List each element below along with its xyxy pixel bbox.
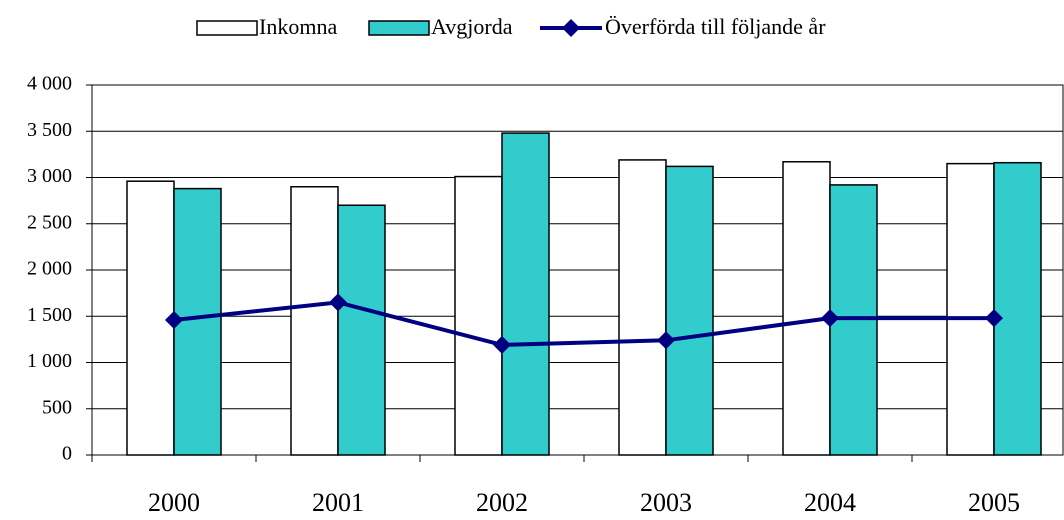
y-tick-label: 3 500 xyxy=(27,119,72,141)
bar xyxy=(946,162,995,456)
x-tick-label: 2002 xyxy=(476,488,528,517)
y-tick-label: 500 xyxy=(42,396,72,418)
y-tick-label: 1 000 xyxy=(27,350,72,372)
bar xyxy=(993,161,1042,456)
marker xyxy=(329,293,347,312)
bar xyxy=(337,204,386,456)
bar xyxy=(501,132,550,456)
marker xyxy=(657,331,675,350)
x-tick-label: 2001 xyxy=(312,488,364,517)
x-tick-label: 2003 xyxy=(640,488,692,517)
legend-label: Överförda till följande år xyxy=(605,14,826,39)
bar xyxy=(618,159,667,456)
y-tick-label: 1 500 xyxy=(27,304,72,326)
marker xyxy=(493,335,511,354)
legend-swatch xyxy=(196,20,258,36)
bar xyxy=(454,175,503,456)
legend-label: Avgjorda xyxy=(431,14,513,39)
bar xyxy=(173,187,222,456)
bar xyxy=(290,186,339,456)
marker xyxy=(821,309,839,328)
marker xyxy=(985,309,1003,328)
y-tick-label: 2 500 xyxy=(27,211,72,233)
bar xyxy=(782,161,831,456)
marker xyxy=(165,310,183,329)
legend-marker xyxy=(562,19,580,37)
y-tick-label: 3 000 xyxy=(27,165,72,187)
x-tick-label: 2000 xyxy=(148,488,200,517)
x-tick-label: 2005 xyxy=(968,488,1020,517)
x-tick-label: 2004 xyxy=(804,488,856,517)
y-tick-label: 2 000 xyxy=(27,258,72,280)
y-tick-label: 0 xyxy=(62,443,72,465)
legend-swatch xyxy=(368,20,430,36)
y-tick-label: 4 000 xyxy=(27,73,72,95)
legend-label: Inkomna xyxy=(259,14,337,39)
plot-frame xyxy=(91,84,1064,456)
line xyxy=(173,300,994,347)
bar xyxy=(665,165,714,456)
